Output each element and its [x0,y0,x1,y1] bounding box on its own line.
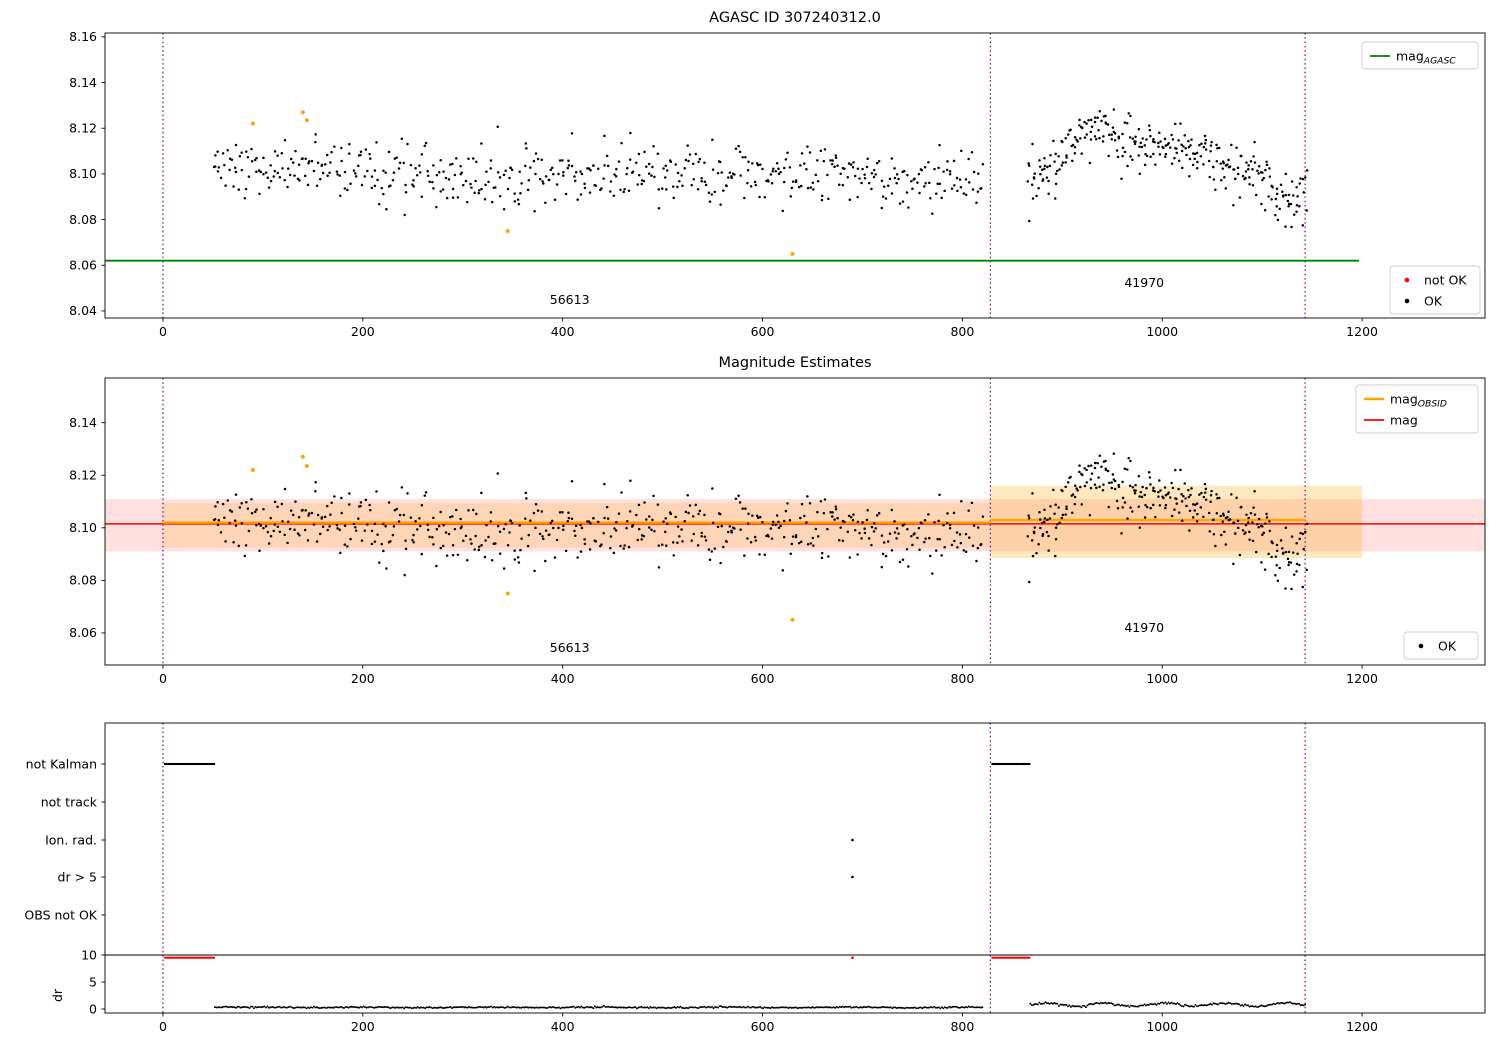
flagged-points [250,110,795,256]
plot-agasc: 56613 41970 0 200 400 600 800 1000 1200 8.04 8.06 8… [69,10,1486,339]
x-tick-label: 200 [351,324,375,339]
dr-trace-points [213,1001,1307,1010]
ok-points [212,108,1309,229]
x-tick-label: 600 [751,1019,775,1034]
legend-label: OK [1424,293,1443,308]
uncertainty-band-0 [105,498,1485,552]
x-tick-label: 400 [551,671,575,686]
x-tick-label: 1200 [1346,324,1378,339]
x-tick-label: 200 [351,671,375,686]
dr-saturated-points [163,956,1031,959]
dr-tick-label: 0 [89,1001,97,1016]
dr-tick-label: 10 [81,947,97,962]
y-tick-label: 8.04 [69,303,97,318]
x-tick-label: 800 [950,671,974,686]
y-tick-label: 8.12 [69,121,97,136]
flag-category-label: dr > 5 [58,869,97,884]
x-tick-label: 800 [950,1019,974,1034]
x-tick-label: 1200 [1346,671,1378,686]
legend-label: magAGASC [1396,48,1456,66]
y-tick-label: 8.10 [69,166,97,181]
y-tick-label: 8.16 [69,29,97,44]
plot-flags: not Kalman not track Ion. rad. dr > 5 OBS no… [24,722,1486,1034]
x-tick-label: 0 [159,324,167,339]
obsid-label: 56613 [550,640,590,655]
legend-ok-notok [1389,265,1481,315]
flag-category-label: not Kalman [26,756,97,771]
flagged-points [250,454,795,622]
y-tick-label: 8.12 [69,468,97,483]
legend-sample-dot [1418,643,1424,649]
plot2-title: Magnitude Estimates [718,355,871,371]
y-tick-label: 8.08 [69,573,97,588]
legend-label: mag [1390,412,1418,427]
plot-magnitude-estimates: 56613 41970 0 200 400 600 800 1000 1200 8.06 8.08 8… [69,355,1486,686]
x-tick-label: 1200 [1346,1019,1378,1034]
plot2-axes-box [104,377,1486,666]
x-tick-label: 400 [551,1019,575,1034]
x-tick-label: 0 [159,671,167,686]
obsid-label: 41970 [1124,620,1164,635]
uncertainty-band-2 [990,485,1363,559]
legend-sample-dot [1404,298,1410,304]
legend-label: not OK [1424,272,1467,287]
legend-mag-agasc [1361,41,1479,70]
x-tick-label: 600 [751,671,775,686]
y-tick-label: 8.06 [69,258,97,273]
x-tick-label: 400 [551,324,575,339]
legend-sample-dot [1404,277,1410,283]
y-tick-label: 8.14 [69,415,97,430]
plot1-axes-box [104,32,1486,319]
x-tick-label: 1000 [1146,1019,1178,1034]
dr-tick-label: 5 [89,974,97,989]
flag-category-label: Ion. rad. [45,832,97,847]
obsid-label: 41970 [1124,275,1164,290]
x-tick-label: 200 [351,1019,375,1034]
x-tick-label: 1000 [1146,324,1178,339]
legend-label: magOBSID [1390,391,1447,409]
x-tick-label: 0 [159,1019,167,1034]
y-tick-label: 8.10 [69,520,97,535]
x-tick-label: 600 [751,324,775,339]
y-tick-label: 8.14 [69,75,97,90]
dr-gt5-point [851,875,854,879]
plot1-title: AGASC ID 307240312.0 [709,10,881,26]
ion-rad-point [851,838,854,842]
obsid-label: 56613 [550,292,590,307]
plot3-axes-box [104,722,1486,1014]
legend-mag-obsid-mag [1355,384,1479,434]
legend-ok [1403,631,1479,660]
y-tick-label: 8.08 [69,212,97,227]
x-tick-label: 1000 [1146,671,1178,686]
y-tick-label: 8.06 [69,625,97,640]
ok-points [212,452,1309,591]
legend-label: OK [1438,638,1457,653]
flag-category-label: not track [41,794,98,809]
not-kalman-points [163,762,1031,766]
flag-category-label: OBS not OK [24,907,97,922]
x-tick-label: 800 [950,324,974,339]
dr-axis-label: dr [50,988,65,1002]
